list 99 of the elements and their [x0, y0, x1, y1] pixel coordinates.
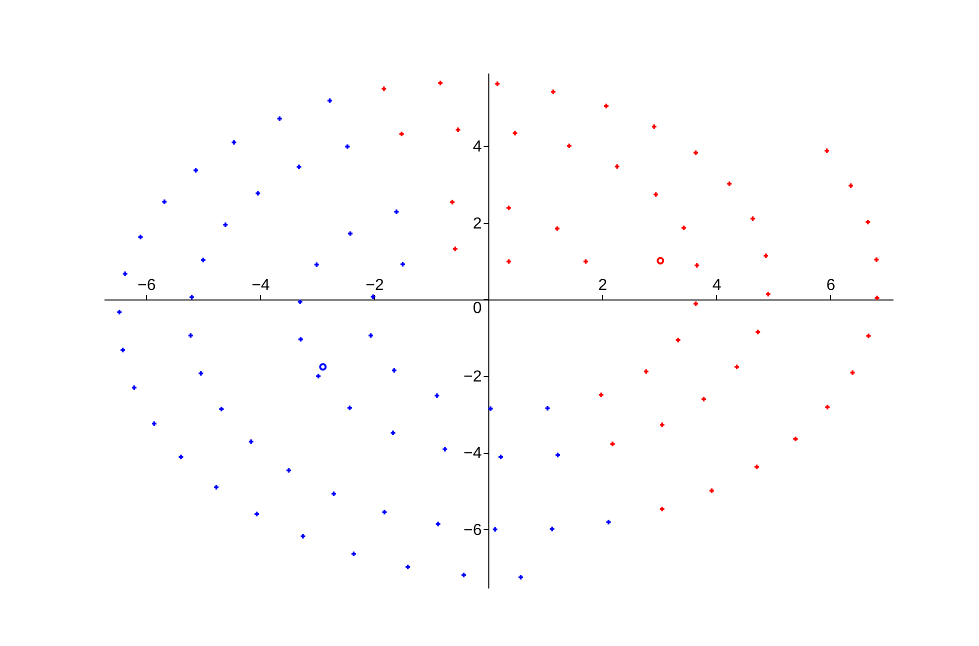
- point: [604, 104, 608, 108]
- point: [120, 348, 126, 352]
- x-tick-label: −2: [366, 276, 384, 294]
- point: [456, 127, 460, 132]
- point: [254, 512, 260, 516]
- point: [368, 333, 374, 338]
- x-tick-label: 2: [598, 276, 608, 294]
- point: [660, 422, 664, 427]
- point: [694, 263, 700, 268]
- point: [676, 338, 680, 342]
- point: [606, 520, 611, 524]
- point: [750, 216, 755, 221]
- point: [370, 294, 376, 300]
- point: [277, 116, 282, 121]
- point: [506, 206, 511, 210]
- point: [296, 164, 302, 170]
- point: [734, 364, 740, 370]
- point: [554, 226, 560, 231]
- point: [438, 80, 443, 86]
- point: [286, 468, 291, 473]
- point: [351, 552, 356, 556]
- point: [754, 464, 759, 470]
- x-tick-label: 4: [712, 276, 722, 294]
- point: [488, 406, 493, 411]
- point: [727, 182, 732, 186]
- x-tick-label: 6: [826, 276, 836, 294]
- point: [382, 510, 387, 514]
- point: [461, 572, 466, 578]
- point: [654, 192, 658, 197]
- point: [598, 392, 604, 398]
- point: [556, 452, 560, 458]
- point: [200, 258, 206, 262]
- point: [347, 406, 352, 410]
- y-tick-label: −6: [463, 522, 482, 539]
- point: [198, 371, 204, 376]
- point: [506, 259, 511, 264]
- point: [188, 333, 193, 338]
- x-tick-label: −4: [252, 276, 270, 294]
- point: [117, 310, 122, 314]
- point: [450, 200, 455, 204]
- point: [614, 164, 620, 169]
- point: [162, 200, 167, 204]
- point: [316, 374, 321, 378]
- point: [850, 370, 855, 375]
- point: [248, 439, 254, 444]
- point: [793, 436, 798, 442]
- point: [498, 454, 504, 460]
- point: [825, 404, 830, 410]
- point: [656, 257, 664, 264]
- x-tick-label: −6: [138, 276, 156, 294]
- point: [452, 246, 458, 252]
- point: [152, 421, 156, 426]
- point: [394, 209, 399, 214]
- point: [495, 81, 500, 86]
- point: [406, 564, 410, 570]
- point: [874, 296, 880, 300]
- point: [436, 522, 440, 526]
- point: [314, 262, 319, 267]
- point: [866, 220, 870, 224]
- point: [219, 406, 224, 412]
- point: [298, 300, 302, 304]
- y-tick-label: 2: [472, 215, 482, 232]
- point: [300, 534, 306, 539]
- point: [382, 86, 386, 91]
- point: [764, 254, 768, 258]
- y-tick-label: 0: [472, 300, 482, 317]
- point: [610, 442, 615, 446]
- point: [390, 430, 396, 436]
- point: [492, 527, 498, 532]
- point: [434, 393, 440, 398]
- point: [223, 222, 228, 227]
- point: [232, 140, 236, 145]
- point: [256, 191, 260, 196]
- point: [766, 292, 770, 296]
- point: [122, 272, 128, 276]
- point: [824, 148, 830, 154]
- point: [545, 406, 550, 411]
- point: [583, 259, 588, 264]
- point: [866, 334, 871, 338]
- y-tick-label: −4: [463, 445, 482, 462]
- point: [319, 363, 327, 371]
- point: [874, 257, 879, 262]
- point: [399, 132, 404, 136]
- point: [660, 506, 664, 512]
- point: [348, 231, 353, 236]
- point: [550, 526, 554, 532]
- point: [652, 124, 656, 129]
- point: [701, 396, 706, 402]
- y-tick-label: 4: [472, 138, 482, 156]
- point: [442, 447, 448, 452]
- point: [132, 385, 136, 390]
- point: [328, 98, 332, 103]
- point: [138, 234, 143, 240]
- point: [756, 330, 760, 334]
- point: [178, 454, 184, 460]
- point: [644, 369, 648, 374]
- y-tick-label: −2: [463, 368, 482, 386]
- point: [345, 144, 350, 149]
- point: [512, 130, 518, 136]
